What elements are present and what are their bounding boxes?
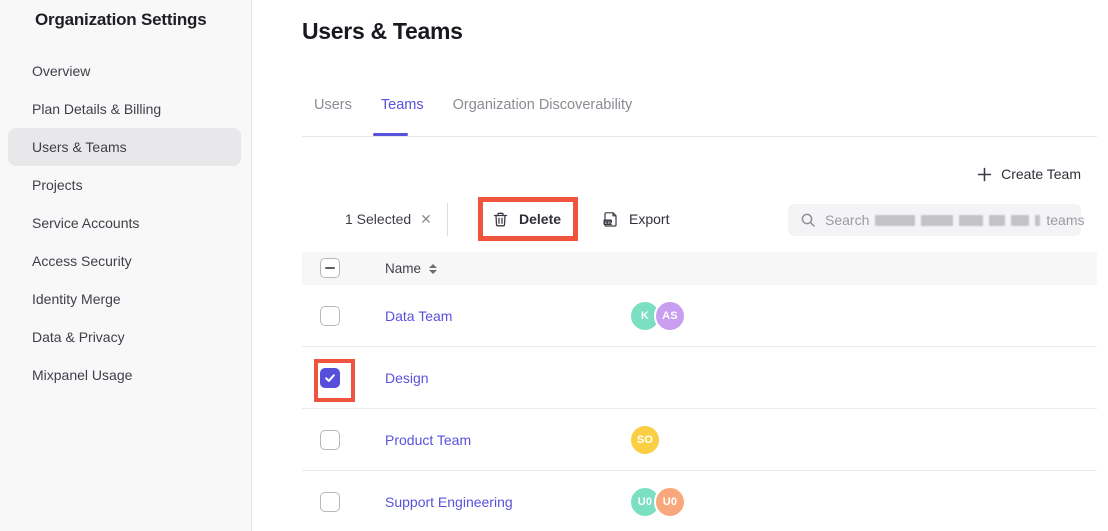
tab-bar-divider xyxy=(302,136,1097,137)
delete-label: Delete xyxy=(519,211,562,227)
avatar: AS xyxy=(654,299,686,332)
table-header-row: Name xyxy=(302,252,1097,285)
sort-icon[interactable] xyxy=(429,263,438,274)
selection-summary: 1 Selected ✕ xyxy=(345,200,432,238)
row-checkbox-data-team[interactable] xyxy=(320,305,340,326)
check-icon xyxy=(325,373,335,382)
sidebar-item-users-teams[interactable]: Users & Teams xyxy=(8,128,241,166)
sidebar-item-mixpanel-usage[interactable]: Mixpanel Usage xyxy=(32,367,133,383)
avatar: SO xyxy=(629,423,661,456)
clear-selection-icon[interactable]: ✕ xyxy=(420,210,432,227)
sidebar-item-access-security[interactable]: Access Security xyxy=(32,253,132,269)
row-checkbox-design[interactable] xyxy=(320,367,340,388)
select-all-checkbox[interactable] xyxy=(320,258,340,278)
create-team-label: Create Team xyxy=(1001,166,1081,182)
sidebar-item-plan-details-billing[interactable]: Plan Details & Billing xyxy=(32,101,162,117)
sidebar-item-data-privacy[interactable]: Data & Privacy xyxy=(32,329,125,345)
sidebar: Organization Settings Overview Plan Deta… xyxy=(0,0,252,531)
team-name-link[interactable]: Data Team xyxy=(385,307,453,324)
member-avatars: U0 U0 xyxy=(629,485,686,518)
plus-icon xyxy=(977,167,992,182)
table-row-design: Design xyxy=(302,347,1097,409)
search-teams-input[interactable]: Search teams xyxy=(788,204,1085,236)
avatar: U0 xyxy=(654,485,686,518)
search-placeholder: Search teams xyxy=(825,212,1085,228)
csv-export-icon: csv xyxy=(602,211,619,228)
table-row-product-team: Product Team SO xyxy=(302,409,1097,471)
sidebar-nav: Overview Plan Details & Billing Users & … xyxy=(8,52,241,394)
page-title: Users & Teams xyxy=(302,18,463,44)
selected-count: 1 Selected xyxy=(345,211,412,227)
create-team-button[interactable]: Create Team xyxy=(977,164,1081,184)
table-row-support-engineering: Support Engineering U0 U0 xyxy=(302,471,1097,531)
tab-organization-discoverability[interactable]: Organization Discoverability xyxy=(452,97,633,113)
tab-teams[interactable]: Teams xyxy=(380,97,424,113)
trash-icon xyxy=(492,211,509,228)
sidebar-item-service-accounts[interactable]: Service Accounts xyxy=(32,215,140,231)
search-icon xyxy=(800,212,816,228)
tab-users[interactable]: Users xyxy=(314,97,352,113)
row-checkbox-support-engineering[interactable] xyxy=(320,491,340,512)
sidebar-item-projects[interactable]: Projects xyxy=(32,177,83,193)
table-row-data-team: Data Team K AS xyxy=(302,285,1097,347)
row-checkbox-product-team[interactable] xyxy=(320,429,340,450)
name-column-header[interactable]: Name xyxy=(385,261,438,276)
toolbar-divider xyxy=(447,203,448,236)
active-tab-underline xyxy=(373,133,408,136)
sidebar-title: Organization Settings xyxy=(35,10,207,29)
tab-bar: Users Teams Organization Discoverability xyxy=(314,97,632,113)
export-button[interactable]: csv Export xyxy=(602,200,669,238)
team-name-link[interactable]: Design xyxy=(385,369,429,386)
sidebar-item-overview[interactable]: Overview xyxy=(32,63,91,79)
avatar: U0 xyxy=(629,485,661,518)
svg-text:csv: csv xyxy=(605,220,614,225)
team-name-link[interactable]: Product Team xyxy=(385,431,472,448)
delete-button[interactable]: Delete xyxy=(492,200,561,238)
teams-table: Data Team K AS Design Product Team SO Su… xyxy=(302,285,1097,531)
member-avatars: SO xyxy=(629,423,661,456)
sidebar-item-identity-merge[interactable]: Identity Merge xyxy=(32,291,121,307)
redacted-text xyxy=(875,214,1041,226)
export-label: Export xyxy=(629,211,670,227)
member-avatars: K AS xyxy=(629,299,686,332)
team-name-link[interactable]: Support Engineering xyxy=(385,493,513,510)
